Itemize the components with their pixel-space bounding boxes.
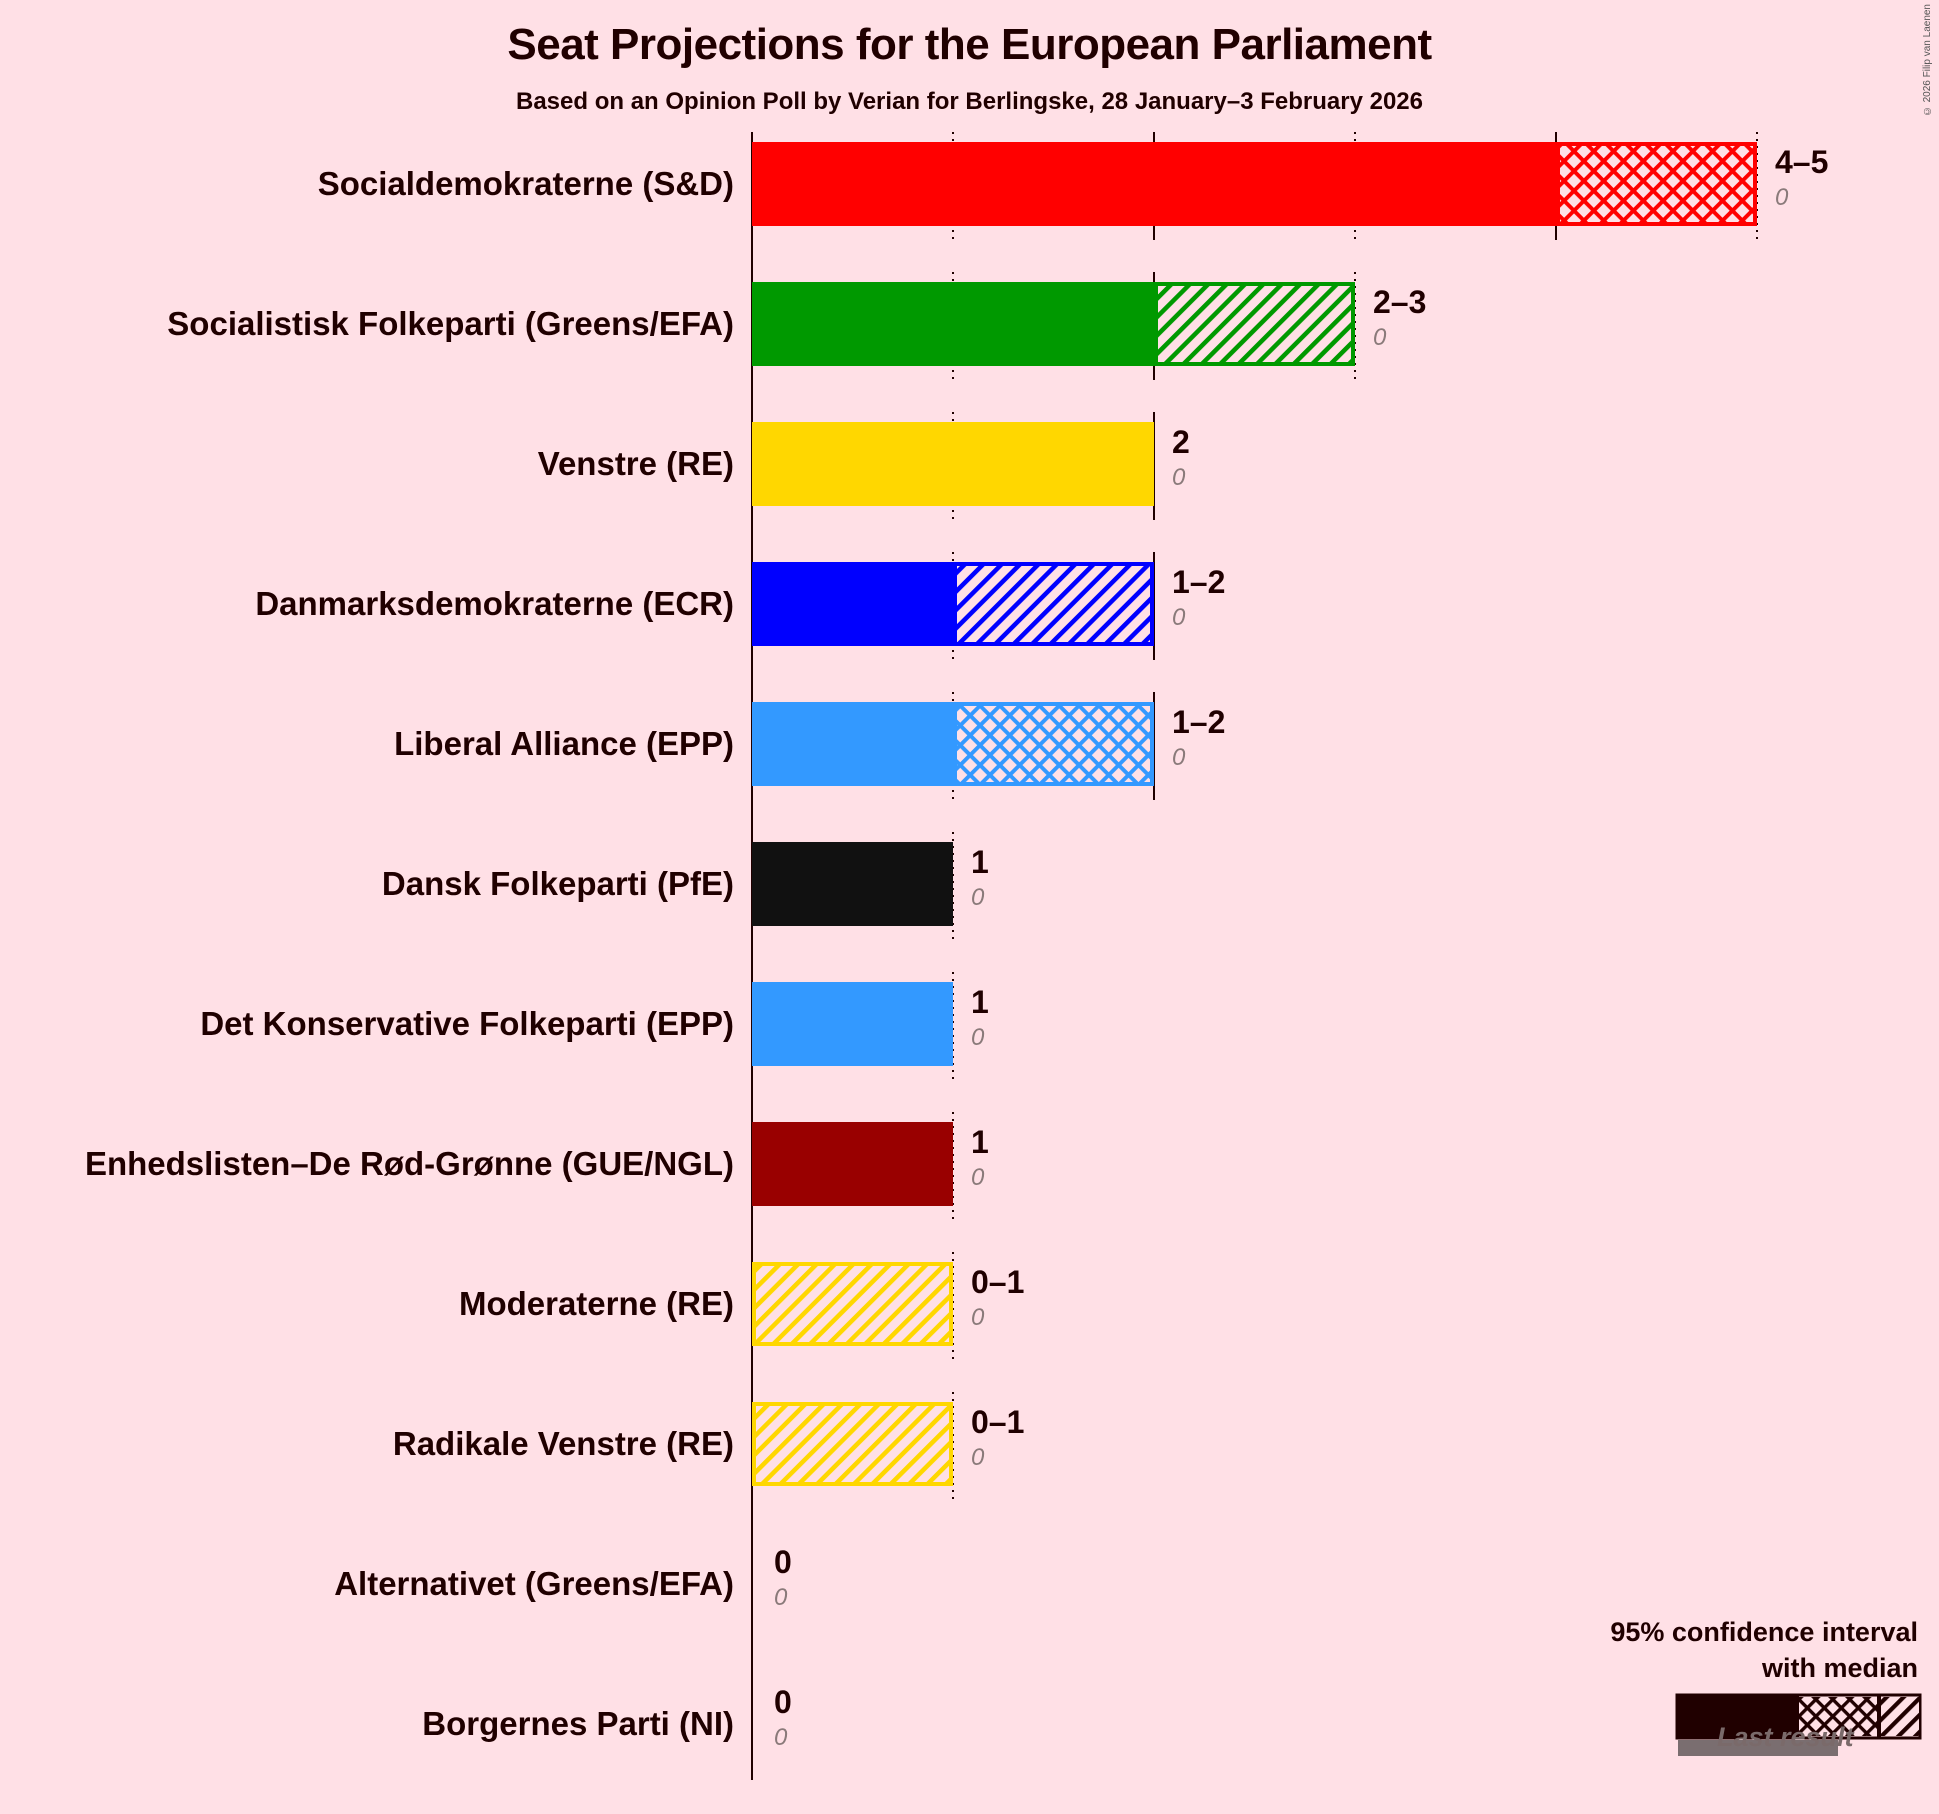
median-bar [752,422,1154,506]
last-result-value: 0 [774,1584,788,1611]
seat-range-label: 0–1 [971,1404,1025,1440]
bar-row [752,142,1757,226]
party-label: Borgernes Parti (NI) [422,1705,734,1742]
last-result-value: 0 [971,1164,985,1191]
bar-row [752,702,1154,786]
last-result-value: 0 [971,884,985,911]
bar-row [752,422,1154,506]
legend-range-swatch [1881,1697,1919,1736]
party-label: Alternativet (Greens/EFA) [334,1565,734,1602]
seat-range-label: 1 [971,1124,989,1160]
party-label: Danmarksdemokraterne (ECR) [255,585,734,622]
bar-row [752,562,1154,646]
party-label: Socialdemokraterne (S&D) [317,165,734,202]
legend-title: 95% confidence interval with median [1610,1617,1918,1683]
seat-range-label: 4–5 [1775,144,1829,180]
legend-median-swatch [1677,1695,1799,1738]
party-label: Liberal Alliance (EPP) [394,725,734,762]
ci-bar [953,702,1154,786]
last-result-value: 0 [971,1444,985,1471]
median-bar [752,842,953,926]
bar-row [752,1402,953,1486]
seat-range-label: 2–3 [1373,284,1427,320]
party-label: Det Konservative Folkeparti (EPP) [200,1005,734,1042]
party-label: Enhedslisten–De Rød-Grønne (GUE/NGL) [84,1145,734,1182]
legend-ci-swatch [1799,1697,1877,1736]
party-label: Socialistisk Folkeparti (Greens/EFA) [167,305,734,342]
seat-range-label: 1–2 [1172,704,1226,740]
seat-range-label: 2 [1172,424,1190,460]
seat-range-label: 0 [774,1684,792,1720]
bar-row [752,1262,953,1346]
seat-range-label: 1 [971,984,989,1020]
last-result-value: 0 [1172,744,1186,771]
median-bar [752,562,953,646]
chart-title: Seat Projections for the European Parlia… [507,20,1432,69]
bar-row [752,1122,953,1206]
legend-last-result-label: Last result [1717,1722,1854,1752]
seat-range-label: 1–2 [1172,564,1226,600]
bar-row [752,282,1355,366]
ci-bar [1556,142,1757,226]
party-label: Moderaterne (RE) [458,1285,734,1322]
party-label: Radikale Venstre (RE) [392,1425,734,1462]
legend-swatch [1675,1693,1922,1756]
chart-subtitle: Based on an Opinion Poll by Verian for B… [516,88,1423,115]
median-bar [752,702,953,786]
last-result-value: 0 [1172,604,1186,631]
party-label: Dansk Folkeparti (PfE) [381,865,734,902]
ci-bar [953,562,1154,646]
last-result-value: 0 [1172,464,1186,491]
seat-range-label: 0 [774,1544,792,1580]
median-bar [752,982,953,1066]
seat-range-label: 0–1 [971,1264,1025,1300]
last-result-value: 0 [971,1304,985,1331]
median-bar [752,1122,953,1206]
ci-bar [752,1262,953,1346]
last-result-value: 0 [774,1724,788,1751]
bar-row [752,842,953,926]
seat-range-label: 1 [971,844,989,880]
bars [752,142,1757,1486]
median-bar [752,282,1154,366]
last-result-value: 0 [1373,324,1387,351]
last-result-value: 0 [1775,184,1789,211]
party-label: Venstre (RE) [537,445,734,482]
bar-row [752,982,953,1066]
ci-bar [1154,282,1355,366]
median-bar [752,142,1556,226]
gridlines [751,132,1758,1780]
ci-bar [752,1402,953,1486]
legend-last-result-bar [1678,1740,1838,1756]
last-result-value: 0 [971,1024,985,1051]
